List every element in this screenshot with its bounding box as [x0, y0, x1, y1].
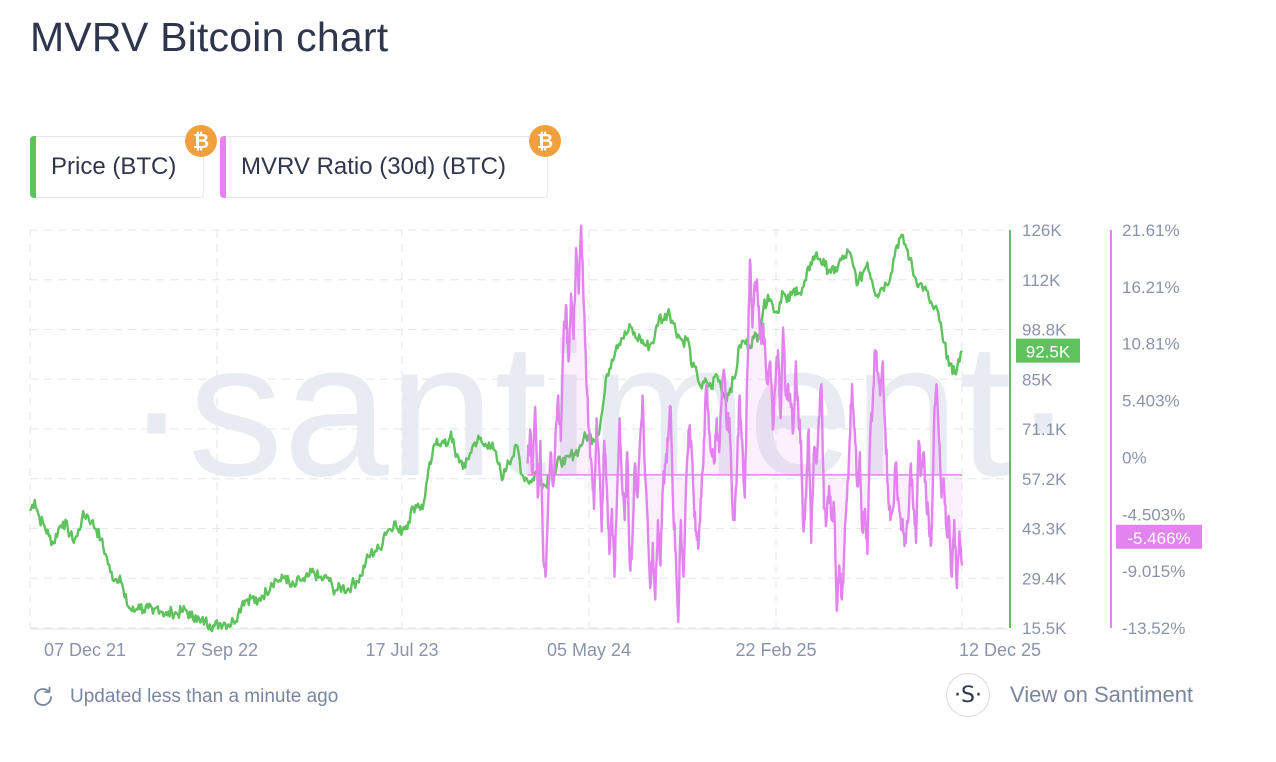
x-tick-label: 27 Sep 22 — [176, 640, 258, 660]
price-current-value: 92.5K — [1026, 343, 1071, 362]
x-tick-label: 07 Dec 21 — [44, 640, 126, 660]
mvrv-tick-label: -13.52% — [1122, 619, 1185, 638]
price-tick-label: 85K — [1022, 370, 1053, 389]
mvrv-tick-label: 5.403% — [1122, 392, 1180, 411]
bitcoin-icon: ₿ — [529, 125, 561, 157]
mvrv-current-value: -5.466% — [1127, 529, 1190, 548]
price-tick-label: 71.1K — [1022, 420, 1067, 439]
metric-color-bar — [220, 136, 226, 198]
mvrv-tick-label: 21.61% — [1122, 221, 1180, 240]
updated-text: Updated less than a minute ago — [70, 686, 339, 707]
price-series-line — [28, 233, 964, 633]
metric-chip-price[interactable]: Price (BTC) ₿ — [30, 125, 217, 198]
x-tick-label: 22 Feb 25 — [735, 640, 816, 660]
santiment-logo-icon: ·S· — [946, 673, 990, 717]
update-status: Updated less than a minute ago — [30, 684, 338, 710]
metric-label-mvrv: MVRV Ratio (30d) (BTC) — [241, 153, 506, 180]
price-current-badge — [1016, 338, 1080, 363]
mvrv-tick-label: -9.015% — [1122, 562, 1185, 581]
price-tick-label: 126K — [1022, 221, 1062, 240]
price-tick-label: 112K — [1022, 271, 1061, 290]
price-tick-label: 43.3K — [1022, 520, 1067, 539]
x-tick-label: 12 Dec 25 — [959, 640, 1041, 660]
x-tick-label: 17 Jul 23 — [365, 640, 438, 660]
refresh-icon[interactable] — [30, 684, 56, 710]
price-tick-label: 29.4K — [1022, 569, 1067, 588]
mvrv-series-line — [526, 224, 964, 624]
mvrv-tick-label: 16.21% — [1122, 278, 1180, 297]
view-on-santiment-link[interactable]: ·S· View on Santiment — [946, 673, 1193, 717]
price-tick-label: 15.5K — [1022, 619, 1067, 638]
metric-color-bar — [30, 136, 36, 198]
page-title: MVRV Bitcoin chart — [30, 14, 389, 60]
price-tick-label: 98.8K — [1022, 321, 1067, 340]
x-tick-label: 05 May 24 — [547, 640, 631, 660]
bitcoin-icon: ₿ — [185, 125, 217, 157]
mvrv-area-fill — [527, 225, 962, 623]
metric-label-price: Price (BTC) — [51, 153, 177, 180]
mvrv-current-badge — [1116, 524, 1202, 549]
mvrv-tick-label: 0% — [1122, 448, 1147, 467]
mvrv-tick-label: 10.81% — [1122, 335, 1180, 354]
price-tick-label: 57.2K — [1022, 470, 1067, 489]
view-link-text: View on Santiment — [1010, 682, 1194, 707]
mvrv-tick-label: -4.503% — [1122, 505, 1185, 524]
metric-chip-mvrv[interactable]: MVRV Ratio (30d) (BTC) ₿ — [220, 125, 561, 198]
